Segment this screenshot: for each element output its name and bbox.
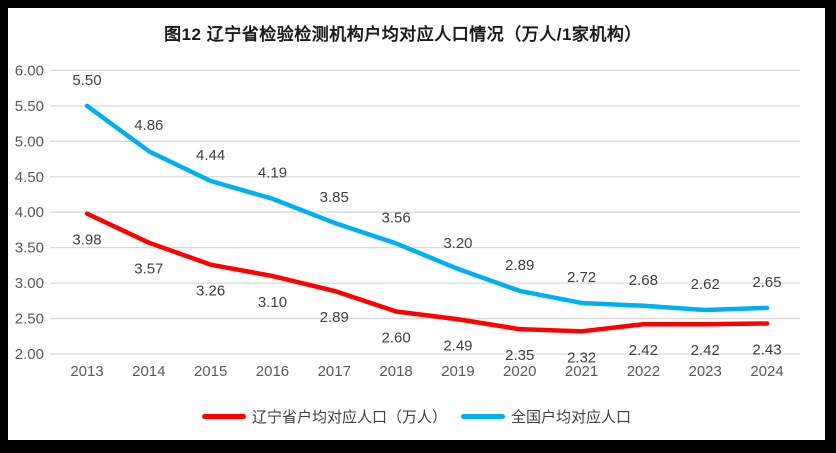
data-label: 3.57	[134, 261, 163, 278]
y-tick-label: 3.50	[15, 240, 44, 257]
x-tick-label: 2017	[318, 363, 351, 380]
data-label: 3.98	[72, 232, 101, 249]
line-chart-plot: 6.00 5.50 5.00 4.50 4.00 3.50 3.00 2.50 2.00 2013…	[15, 62, 800, 380]
data-label: 2.49	[443, 337, 472, 354]
y-tick-label: 6.00	[15, 62, 44, 79]
y-tick-label: 4.00	[15, 204, 44, 221]
x-tick-label: 2018	[379, 363, 412, 380]
series-line-1	[84, 103, 770, 313]
data-label: 2.35	[505, 347, 534, 364]
x-tick-label: 2020	[503, 363, 536, 380]
legend-swatch-liaoning	[201, 414, 246, 419]
x-tick-label: 2023	[689, 363, 722, 380]
x-tick-label: 2021	[565, 363, 598, 380]
data-label: 2.72	[567, 269, 596, 286]
y-tick-label: 5.50	[15, 98, 44, 115]
x-tick-label: 2014	[132, 363, 165, 380]
x-tick-label: 2019	[441, 363, 474, 380]
data-label: 2.42	[629, 342, 658, 359]
y-tick-label: 2.00	[15, 346, 44, 363]
legend-item-national: 全国户均对应人口	[461, 406, 631, 427]
chart-title: 图12 辽宁省检验检测机构户均对应人口情况（万人/1家机构）	[164, 25, 642, 44]
x-tick-label: 2022	[627, 363, 660, 380]
y-tick-label: 3.00	[15, 275, 44, 292]
data-label: 3.10	[258, 294, 287, 311]
legend-label-liaoning: 辽宁省户均对应人口（万人）	[251, 409, 447, 426]
x-tick-label: 2013	[70, 363, 103, 380]
data-label: 3.85	[320, 189, 349, 206]
data-label: 3.20	[443, 235, 472, 252]
data-label: 2.60	[381, 329, 410, 346]
legend-swatch-national	[461, 414, 505, 419]
data-label: 5.50	[72, 72, 101, 89]
chart-frame: 6.00 5.50 5.00 4.50 4.00 3.50 3.00 2.50 2.00 2013…	[8, 8, 825, 440]
y-tick-label: 2.50	[15, 311, 44, 328]
data-label: 2.89	[505, 257, 534, 274]
x-tick-label: 2016	[256, 363, 289, 380]
y-tick-label: 4.50	[15, 169, 44, 186]
y-tick-label: 5.00	[15, 133, 44, 150]
data-label: 2.32	[567, 349, 596, 366]
data-label: 4.86	[134, 117, 163, 134]
data-label: 4.44	[196, 147, 225, 164]
data-label: 4.19	[258, 165, 287, 182]
data-label: 2.62	[691, 276, 720, 293]
data-label: 2.42	[691, 342, 720, 359]
data-label: 2.43	[752, 342, 781, 359]
series-line-0	[84, 211, 770, 334]
data-label: 2.89	[320, 309, 349, 326]
legend: 辽宁省户均对应人口（万人） 全国户均对应人口	[8, 406, 825, 427]
data-label: 2.65	[752, 274, 781, 291]
data-label: 3.26	[196, 283, 225, 300]
legend-item-liaoning: 辽宁省户均对应人口（万人）	[201, 406, 447, 427]
data-label: 3.56	[381, 209, 410, 226]
x-tick-label: 2024	[750, 363, 783, 380]
x-tick-label: 2015	[194, 363, 227, 380]
data-label: 2.68	[629, 272, 658, 289]
legend-label-national: 全国户均对应人口	[511, 409, 632, 426]
